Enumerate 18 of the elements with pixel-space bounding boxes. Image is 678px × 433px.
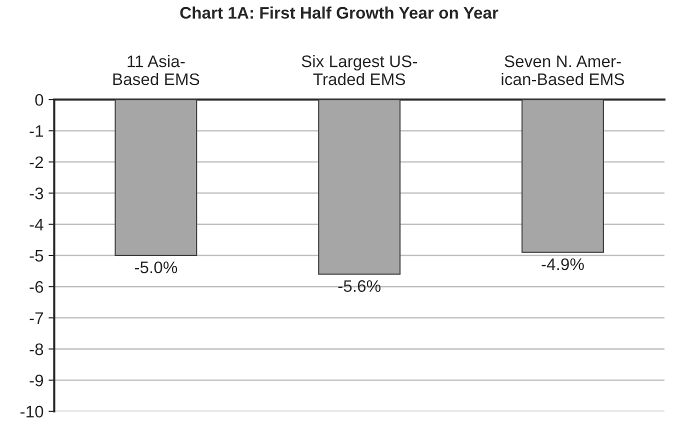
data-label: -5.6%	[338, 280, 381, 292]
y-tick-label: -5	[30, 250, 44, 262]
y-tick-label: -4	[30, 218, 44, 230]
x-tick-label: Seven N. Amer- ican-Based EMS	[502, 55, 624, 86]
data-label: -5.0%	[134, 261, 178, 274]
y-tick-label: -7	[30, 312, 43, 324]
y-tick-label: -10	[20, 406, 44, 418]
y-tick-label: -8	[30, 343, 44, 356]
data-label: -4.9%	[542, 258, 584, 270]
y-tick-label: -9	[30, 374, 44, 386]
x-tick-label: Six Largest US- Traded EMS	[302, 54, 417, 86]
y-tick-label: 0	[35, 94, 44, 106]
y-tick-label: -3	[30, 188, 44, 200]
x-tick-label: 11 Asia- Based EMS	[113, 54, 200, 86]
chart-title: Chart 1A: First Half Growth Year on Year	[180, 6, 498, 19]
y-tick-label: -2	[30, 156, 43, 168]
y-tick-label: -6	[30, 281, 44, 293]
y-tick-label: -1	[30, 125, 44, 137]
